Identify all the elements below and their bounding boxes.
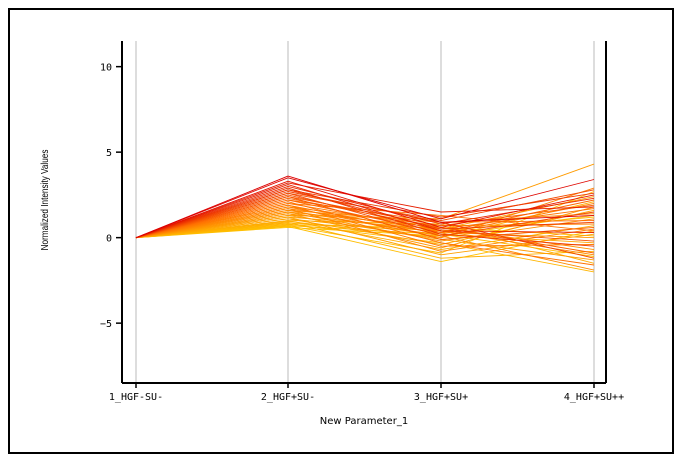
- series-line-19: [135, 201, 595, 266]
- series-line-9: [135, 189, 595, 239]
- series-line-7: [135, 187, 595, 247]
- series-line-15: [135, 196, 595, 240]
- y-tick-label: 5: [106, 148, 112, 159]
- series-line-13: [135, 194, 595, 242]
- y-tick-label: 10: [100, 63, 112, 74]
- series-line-1: [135, 175, 595, 239]
- series-line-29: [135, 209, 595, 271]
- x-tick-label: 2_HGF+SU-: [261, 392, 315, 403]
- axis-layer: −5 0 5 10 1_HGF-SU- 2_HGF+SU- 3_HGF+SU+ 4_HGF+S…: [100, 41, 624, 403]
- series-line-2: [135, 177, 595, 239]
- x-tick-label: 3_HGF+SU+: [414, 392, 468, 403]
- y-tick-label: −5: [100, 319, 112, 330]
- series-line-3: [135, 180, 595, 239]
- x-tick-label: 4_HGF+SU++: [564, 392, 624, 403]
- y-axis-title: Normalized Intensity Values: [39, 149, 50, 250]
- series-layer: [135, 163, 595, 273]
- series-line-23: [135, 204, 595, 247]
- x-tick-label: 1_HGF-SU-: [109, 392, 163, 403]
- y-tick-label: 0: [106, 234, 112, 245]
- series-line-35: [135, 214, 595, 261]
- series-line-37: [135, 216, 595, 256]
- series-line-5: [135, 184, 595, 239]
- series-line-4: [135, 182, 595, 239]
- series-line-41: [135, 220, 595, 251]
- x-axis-title: New Parameter_1: [320, 416, 408, 427]
